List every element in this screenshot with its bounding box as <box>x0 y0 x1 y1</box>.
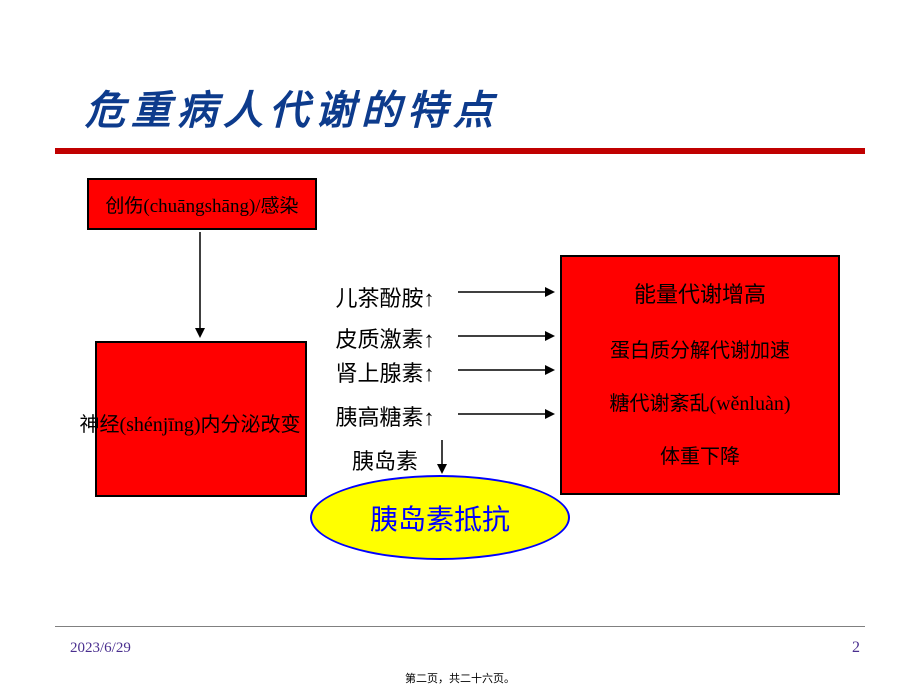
ellipse-insulin-resistance: 胰岛素抵抗 <box>310 475 570 560</box>
hormone-label-4: 胰岛素 <box>320 444 450 476</box>
hormone-label-1: 皮质激素↑ <box>320 322 450 354</box>
hormone-label-0: 儿茶酚胺↑ <box>320 281 450 313</box>
footer-note: 第二页，共二十六页。 <box>0 670 920 686</box>
title-rule <box>55 148 865 154</box>
outcome-line-2: 糖代谢紊乱(wěnluàn) <box>609 382 790 426</box>
footer-rule <box>55 626 865 627</box>
footer-page-number: 2 <box>852 639 860 657</box>
slide-title: 危重病人代谢的特点 <box>85 78 499 136</box>
outcome-line-3: 体重下降 <box>660 435 740 479</box>
hormone-label-3: 胰高糖素↑ <box>320 400 450 432</box>
box-outcomes: 能量代谢增高蛋白质分解代谢加速糖代谢紊乱(wěnluàn) 体重下降 <box>560 255 840 495</box>
neuro-endocrine-label: 神经(shénjīng)内分泌改变 <box>55 408 325 437</box>
footer-date: 2023/6/29 <box>70 640 131 657</box>
hormone-label-2: 肾上腺素↑ <box>320 356 450 388</box>
outcome-line-1: 蛋白质分解代谢加速 <box>610 329 790 373</box>
box-trauma-infection: 创伤(chuāngshāng)/感染 <box>87 178 317 230</box>
ellipse-label: 胰岛素抵抗 <box>370 498 510 538</box>
box-trauma-label: 创伤(chuāngshāng)/感染 <box>105 191 298 218</box>
outcome-line-0: 能量代谢增高 <box>634 271 766 319</box>
